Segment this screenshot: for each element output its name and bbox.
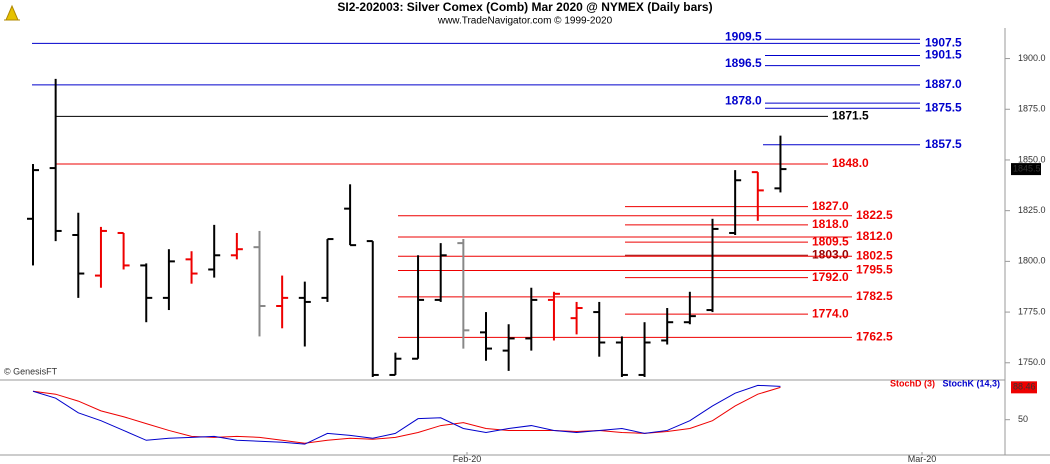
level-label: 1809.5 (812, 234, 849, 248)
chart-title: SI2-202003: Silver Comex (Comb) Mar 2020… (337, 0, 712, 14)
last-price-label: 1845.5 (1013, 163, 1041, 173)
level-label: 1909.5 (725, 29, 762, 43)
y-tick-label: 1750.0 (1018, 357, 1046, 367)
last-value-label: 88.46 (1013, 382, 1036, 392)
level-label: 1901.5 (925, 48, 962, 62)
level-label: 1848.0 (832, 156, 869, 170)
level-label: 1875.5 (925, 100, 962, 114)
y-tick-label: 1875.0 (1018, 104, 1046, 114)
level-label: 1762.5 (856, 330, 893, 344)
level-label: 1878.0 (725, 93, 762, 107)
x-tick-label: Mar-20 (908, 454, 937, 464)
level-label: 1896.5 (725, 56, 762, 70)
y-tick-label: 1825.0 (1018, 205, 1046, 215)
level-label: 1871.5 (832, 109, 869, 123)
legend-entry: StochK (14,3) (942, 378, 1000, 388)
level-label: 1827.0 (812, 199, 849, 213)
level-label: 1802.5 (856, 248, 893, 262)
legend-entry: StochD (3) (890, 378, 935, 388)
level-label: 1907.5 (925, 36, 962, 50)
level-label: 1812.0 (856, 229, 893, 243)
x-tick-label: Feb-20 (453, 454, 482, 464)
stoch-line (32, 384, 781, 445)
y-tick-label: 1900.0 (1018, 53, 1046, 63)
last-price-box (1011, 163, 1041, 176)
level-label: 1774.0 (812, 306, 849, 320)
last-value-box (1011, 381, 1037, 394)
logo (4, 4, 20, 21)
level-label: 1782.5 (856, 289, 893, 303)
stoch-line (32, 386, 781, 444)
y-tick-label: 50 (1018, 414, 1028, 424)
level-label: 1803.0 (812, 247, 849, 261)
level-label: 1822.5 (856, 208, 893, 222)
level-label: 1795.5 (856, 263, 893, 277)
watermark: © GenesisFT (4, 366, 58, 376)
level-label: 1792.0 (812, 270, 849, 284)
chart-subtitle: www.TradeNavigator.com © 1999-2020 (437, 16, 613, 27)
y-tick-label: 1775.0 (1018, 306, 1046, 316)
level-label: 1857.5 (925, 137, 962, 151)
level-label: 1887.0 (925, 77, 962, 91)
level-label: 1818.0 (812, 217, 849, 231)
y-tick-label: 1850.0 (1018, 154, 1046, 164)
y-tick-label: 1800.0 (1018, 256, 1046, 266)
